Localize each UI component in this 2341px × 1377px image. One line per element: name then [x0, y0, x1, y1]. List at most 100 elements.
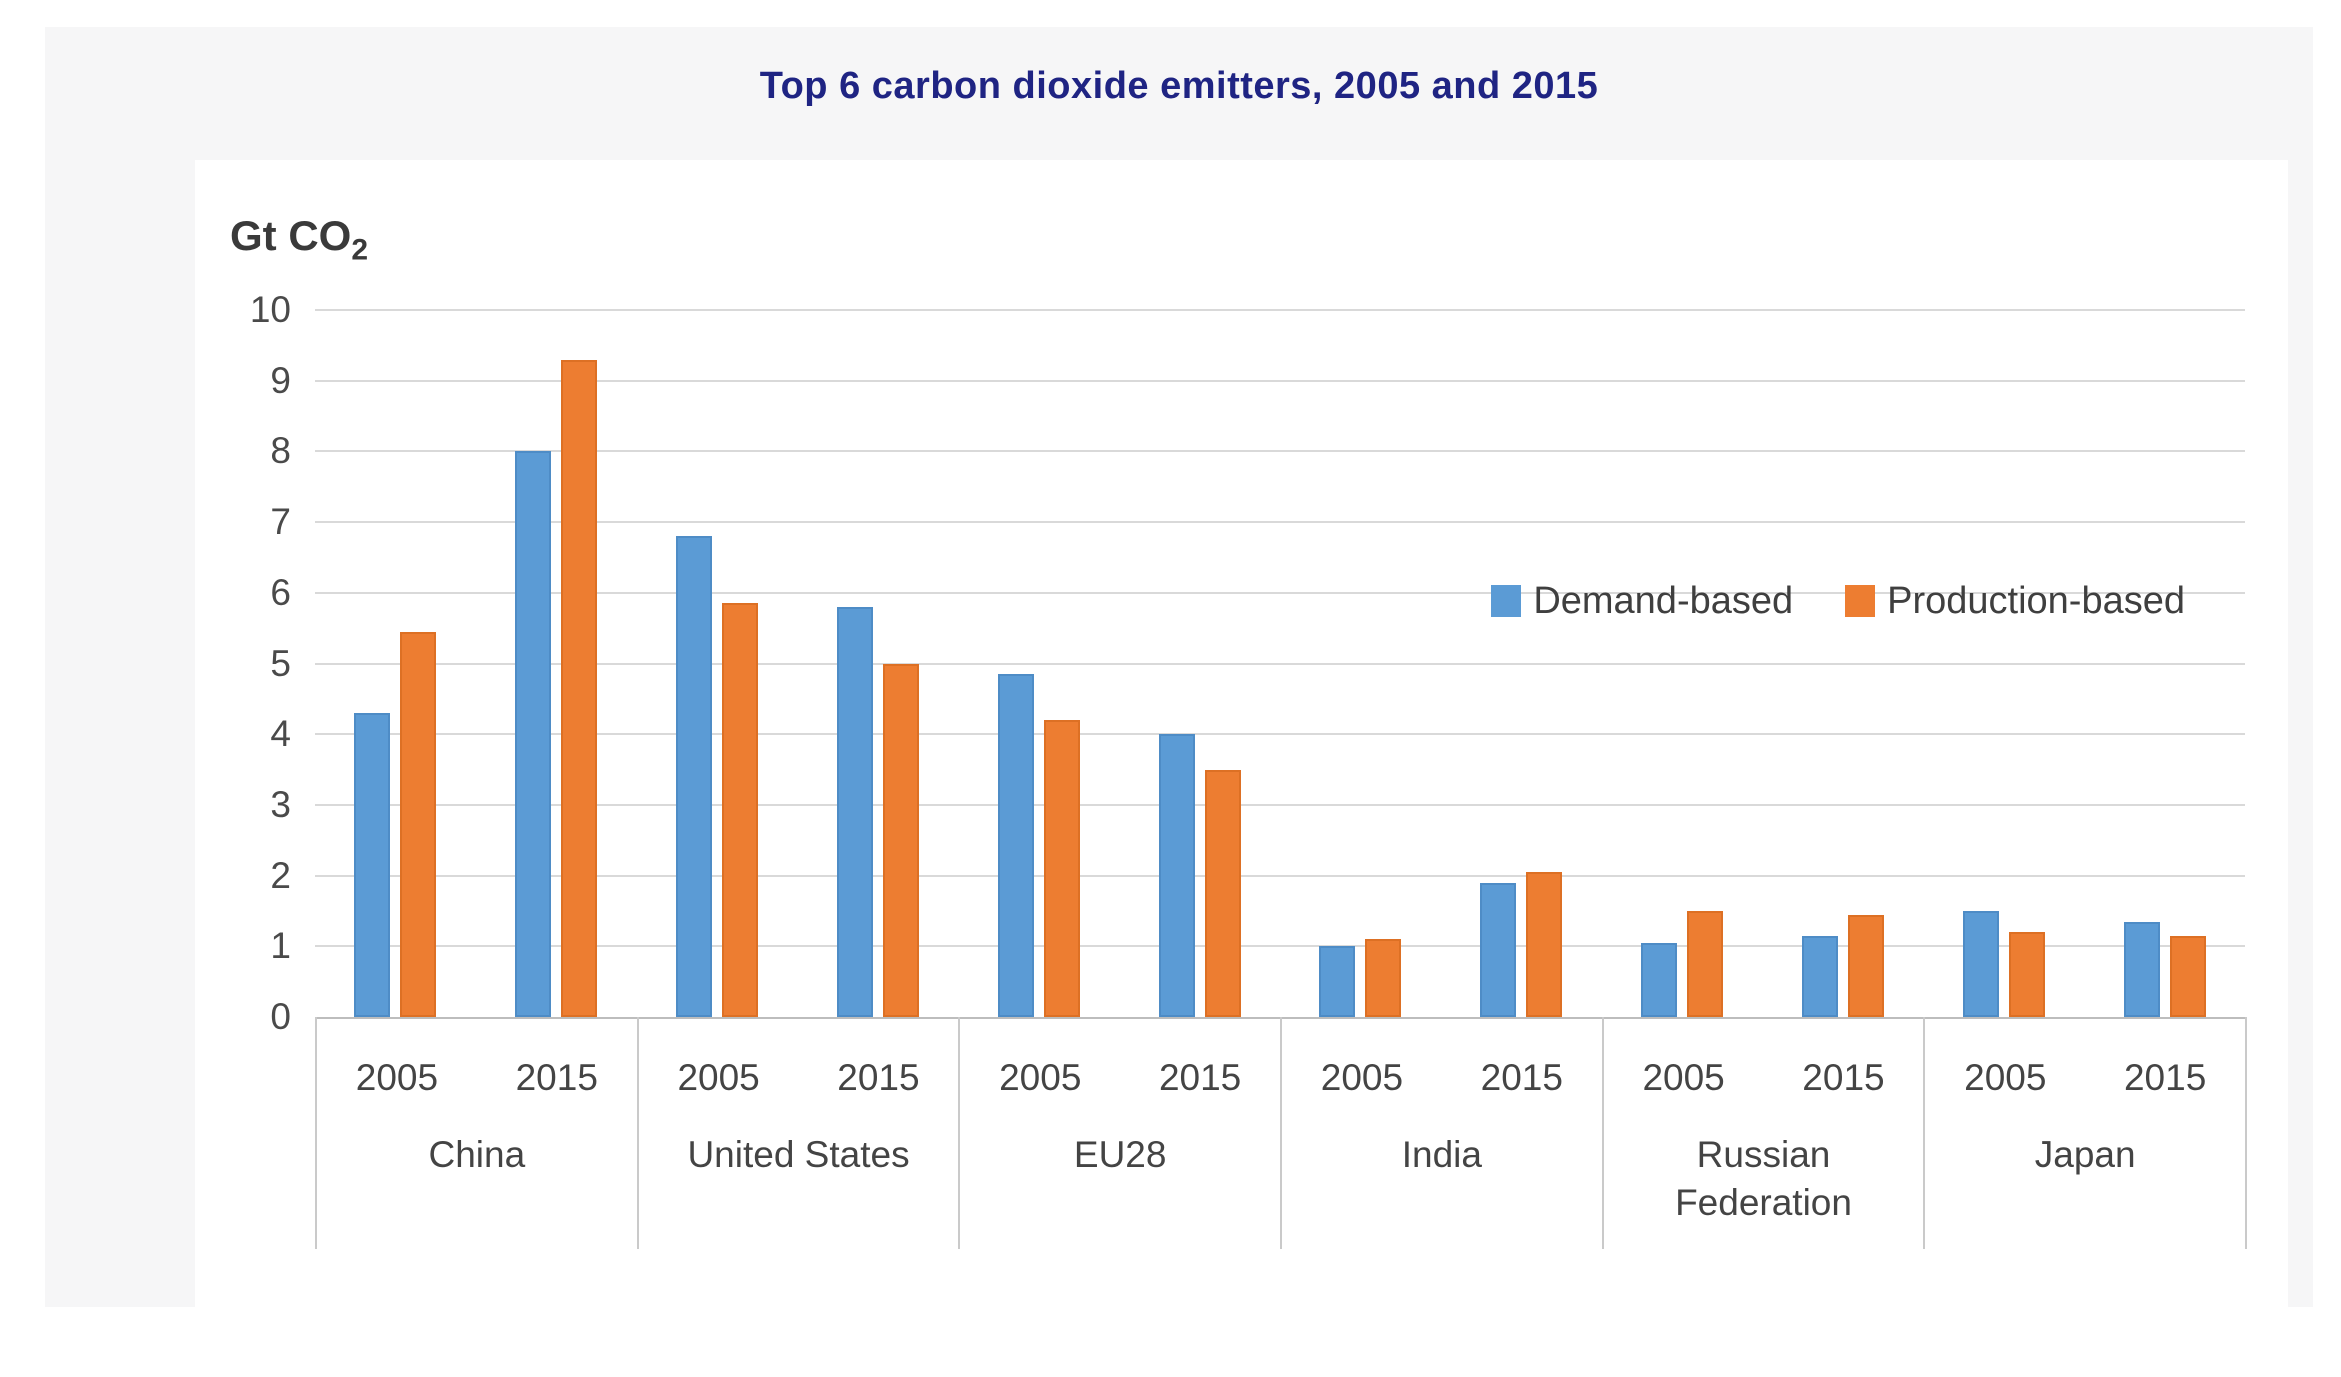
production-based-bar-russian-federation-2015 — [1847, 914, 1884, 1017]
cluster-2005 — [637, 310, 798, 1017]
y-tick-label-9: 9 — [270, 359, 291, 401]
y-axis-unit-text: Gt CO — [230, 212, 352, 259]
production-based-bar-eu28-2015 — [1204, 769, 1241, 1017]
gridline-10 — [315, 309, 2245, 311]
category-cell-japan: 2005 2015 Japan — [1923, 1017, 2245, 1249]
year-labels: 2005 2015 — [317, 1057, 637, 1099]
y-tick-label-7: 7 — [270, 501, 291, 543]
cluster-2005 — [958, 310, 1119, 1017]
bar-groups — [315, 310, 2245, 1017]
cluster-2015 — [1441, 310, 1602, 1017]
bar-pair — [997, 674, 1080, 1017]
year-label-2015: 2015 — [1802, 1057, 1885, 1098]
production-based-bar-japan-2005 — [2008, 932, 2045, 1017]
country-label: United States — [687, 1134, 910, 1175]
bar-pair — [1801, 914, 1884, 1017]
cluster-2015 — [2084, 310, 2245, 1017]
demand-based-bar-eu28-2005 — [997, 674, 1034, 1017]
y-axis-unit-subscript: 2 — [351, 233, 369, 267]
demand-based-bar-russian-federation-2005 — [1641, 942, 1678, 1017]
year-label-2005: 2005 — [999, 1057, 1082, 1098]
legend-label: Demand-based — [1533, 579, 1794, 622]
bar-pair — [836, 606, 919, 1017]
bar-pair — [354, 631, 437, 1017]
category-cell-china: 2005 2015 China — [315, 1017, 637, 1249]
demand-based-bar-eu28-2015 — [1158, 734, 1195, 1017]
chart-title: Top 6 carbon dioxide emitters, 2005 and … — [759, 65, 1599, 107]
y-tick-label-5: 5 — [270, 642, 291, 684]
production-based-bar-eu28-2005 — [1043, 720, 1080, 1017]
cluster-2005 — [1280, 310, 1441, 1017]
demand-based-bar-india-2005 — [1319, 946, 1356, 1017]
legend-swatch-icon — [1491, 585, 1522, 617]
demand-based-bar-united-states-2015 — [836, 606, 873, 1017]
y-tick-label-10: 10 — [249, 289, 291, 330]
year-label-2005: 2005 — [1964, 1057, 2047, 1098]
country-label: Russian Federation — [1675, 1134, 1852, 1223]
chart-panel: Top 6 carbon dioxide emitters, 2005 and … — [45, 27, 2313, 1334]
bar-group-russian-federation — [1602, 310, 1924, 1017]
year-labels: 2005 2015 — [639, 1057, 959, 1099]
year-labels: 2005 2015 — [960, 1057, 1280, 1099]
demand-based-bar-china-2005 — [354, 713, 391, 1017]
year-label-2015: 2015 — [1158, 1057, 1242, 1098]
bar-pair — [1480, 872, 1563, 1017]
gridline-7 — [315, 521, 2245, 524]
category-axis: 2005 2015 China 2005 2015 United States 2005 20… — [315, 1017, 2247, 1249]
demand-based-bar-japan-2015 — [2123, 921, 2160, 1017]
legend-item-demand-based: Demand-based — [1491, 580, 1793, 623]
bar-pair — [1319, 939, 1402, 1017]
production-based-bar-india-2015 — [1526, 872, 1563, 1017]
year-label-2005: 2005 — [355, 1057, 439, 1098]
y-tick-label-0: 0 — [270, 996, 291, 1037]
gridline-5 — [315, 662, 2245, 665]
y-tick-label-6: 6 — [270, 571, 291, 613]
year-label-2005: 2005 — [677, 1057, 760, 1098]
year-label-2015: 2015 — [515, 1057, 598, 1098]
category-cell-united-states: 2005 2015 United States — [636, 1017, 959, 1249]
production-based-bar-china-2015 — [561, 359, 598, 1017]
category-cell-india: 2005 2015 India — [1280, 1017, 1602, 1249]
cluster-2005 — [1602, 310, 1763, 1017]
country-label: Japan — [2034, 1134, 2136, 1175]
gridline-8 — [315, 450, 2245, 453]
bar-group-united-states — [637, 310, 959, 1017]
production-based-bar-india-2005 — [1365, 939, 1402, 1017]
demand-based-bar-japan-2005 — [1962, 910, 1999, 1017]
cluster-2015 — [1119, 310, 1280, 1017]
year-label-2015: 2015 — [837, 1057, 920, 1098]
bar-pair — [676, 536, 759, 1017]
production-based-bar-china-2005 — [400, 631, 437, 1017]
demand-based-bar-russian-federation-2015 — [1801, 935, 1838, 1017]
y-axis-tick-labels: 10 9 8 7 6 5 4 3 2 1 0 — [195, 290, 291, 1037]
bar-group-eu28 — [958, 310, 1280, 1017]
production-based-bar-japan-2015 — [2169, 935, 2206, 1017]
legend-item-production-based: Production-based — [1845, 580, 2185, 623]
gridline-1 — [315, 945, 2245, 948]
gridline-6 — [315, 591, 2245, 594]
bar-pair — [1158, 734, 1241, 1017]
bar-pair — [2123, 921, 2206, 1017]
production-based-bar-russian-federation-2005 — [1687, 910, 1724, 1017]
cluster-2015 — [476, 310, 637, 1017]
year-label-2005: 2005 — [1320, 1057, 1404, 1098]
y-tick-label-4: 4 — [270, 713, 291, 755]
cluster-2015 — [1763, 310, 1924, 1017]
y-tick-label-8: 8 — [270, 430, 291, 472]
year-labels: 2005 2015 — [1282, 1057, 1602, 1099]
demand-based-bar-china-2015 — [515, 451, 552, 1017]
demand-based-bar-united-states-2005 — [676, 536, 713, 1017]
chart-card: Gt CO2 10 9 8 7 6 5 4 3 2 1 0 Demand-based Producti… — [195, 160, 2288, 1334]
bar-group-china — [315, 310, 637, 1017]
y-tick-label-2: 2 — [270, 854, 291, 896]
bar-pair — [515, 359, 598, 1017]
year-label-2015: 2015 — [1480, 1057, 1563, 1098]
cluster-2005 — [315, 310, 476, 1017]
bar-group-japan — [1923, 310, 2245, 1017]
plot-area: Demand-based Production-based — [315, 309, 2245, 1019]
y-tick-label-1: 1 — [270, 925, 291, 967]
year-labels: 2005 2015 — [1604, 1057, 1924, 1099]
year-labels: 2005 2015 — [1925, 1057, 2245, 1099]
y-tick-label-3: 3 — [270, 783, 291, 825]
bar-pair — [1641, 910, 1724, 1017]
